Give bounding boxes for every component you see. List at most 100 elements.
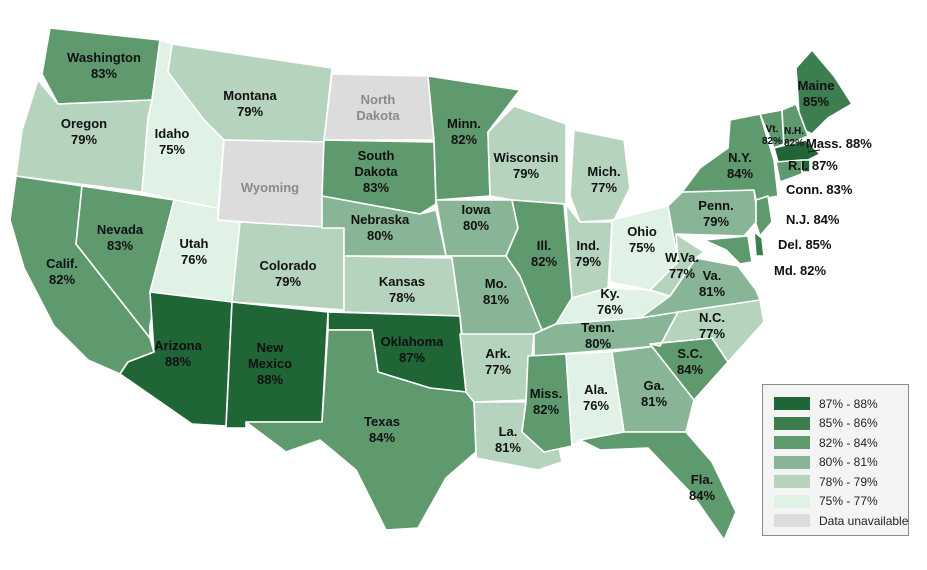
label-oregon-name: Oregon (61, 116, 107, 131)
label-new-hampshire-value: 82% (784, 138, 804, 149)
label-vermont-value: 82% (762, 136, 782, 147)
label-wisconsin-value: 79% (513, 166, 539, 181)
label-south-dakota-name-1: South (358, 148, 395, 163)
label-indiana-name: Ind. (576, 238, 599, 253)
label-arizona-name: Arizona (154, 338, 202, 353)
label-delaware: Del. 85% (778, 237, 832, 252)
legend-item: 87% - 88% (774, 394, 908, 414)
legend-label: Data unavailable (819, 513, 909, 528)
label-illinois-name: Ill. (537, 238, 551, 253)
label-new-hampshire-name: N.H. (784, 126, 804, 137)
legend-item: 75% - 77% (774, 492, 908, 512)
legend-label: 75% - 77% (819, 494, 878, 509)
label-west-virginia-name: W.Va. (665, 250, 699, 265)
state-delaware (753, 231, 765, 257)
label-new-mexico-value: 88% (257, 372, 283, 387)
label-idaho-name: Idaho (155, 126, 190, 141)
state-maryland (703, 235, 753, 265)
legend-swatch (774, 436, 810, 450)
state-connecticut (775, 159, 803, 183)
label-montana-name: Montana (223, 88, 277, 103)
label-tennessee-name: Tenn. (581, 320, 615, 335)
label-washington-value: 83% (91, 66, 117, 81)
state-new-york (681, 113, 779, 201)
label-oklahoma-name: Oklahoma (381, 334, 445, 349)
state-nevada (75, 185, 175, 339)
label-louisiana-name: La. (499, 424, 518, 439)
label-oregon-value: 79% (71, 132, 97, 147)
label-north-carolina-value: 77% (699, 326, 725, 341)
legend-swatch (774, 397, 810, 411)
label-ohio-value: 75% (629, 240, 655, 255)
label-maine-value: 85% (803, 94, 829, 109)
label-nebraska-value: 80% (367, 228, 393, 243)
label-nevada-value: 83% (107, 238, 133, 253)
legend: 87% - 88% 85% - 86% 82% - 84% 80% - 81% 78% … (762, 384, 909, 536)
label-utah-value: 76% (181, 252, 207, 267)
label-florida-name: Fla. (691, 472, 713, 487)
state-new-hampshire (781, 103, 809, 147)
legend-item: 85% - 86% (774, 414, 908, 434)
label-mississippi-name: Miss. (530, 386, 563, 401)
label-kansas-name: Kansas (379, 274, 425, 289)
state-indiana (565, 203, 613, 299)
label-arkansas-name: Ark. (485, 346, 510, 361)
legend-swatch (774, 514, 810, 528)
label-north-carolina-name: N.C. (699, 310, 725, 325)
legend-label: 78% - 79% (819, 474, 878, 489)
label-missouri-name: Mo. (485, 276, 507, 291)
label-pennsylvania-name: Penn. (698, 198, 733, 213)
label-virginia-name: Va. (703, 268, 722, 283)
legend-item: 82% - 84% (774, 433, 908, 453)
label-nebraska-name: Nebraska (351, 212, 410, 227)
legend-swatch (774, 455, 810, 469)
legend-label: 80% - 81% (819, 455, 878, 470)
label-minnesota-value: 82% (451, 132, 477, 147)
label-virginia-value: 81% (699, 284, 725, 299)
state-south-dakota (321, 139, 437, 215)
label-iowa-value: 80% (463, 218, 489, 233)
label-washington-name: Washington (67, 50, 141, 65)
label-maryland: Md. 82% (774, 263, 826, 278)
state-nebraska (321, 195, 447, 257)
label-idaho-value: 75% (159, 142, 185, 157)
label-oklahoma-value: 87% (399, 350, 425, 365)
legend-swatch (774, 494, 810, 508)
state-north-dakota (323, 73, 435, 141)
legend-item: 78% - 79% (774, 472, 908, 492)
label-new-york-name: N.Y. (728, 150, 752, 165)
label-alabama-value: 76% (583, 398, 609, 413)
label-texas-name: Texas (364, 414, 400, 429)
label-maine-name: Maine (798, 78, 835, 93)
label-kentucky-value: 76% (597, 302, 623, 317)
label-minnesota-name: Minn. (447, 116, 481, 131)
label-wisconsin-name: Wisconsin (494, 150, 559, 165)
label-kentucky-name: Ky. (600, 286, 619, 301)
state-georgia (611, 345, 695, 433)
label-texas-value: 84% (369, 430, 395, 445)
label-new-mexico-name-2: Mexico (248, 356, 292, 371)
state-massachusetts (773, 139, 821, 163)
label-wyoming-name: Wyoming (241, 180, 299, 195)
legend-label: 85% - 86% (819, 416, 878, 431)
label-iowa-name: Iowa (462, 202, 492, 217)
label-north-dakota-name-2: Dakota (356, 108, 400, 123)
label-pennsylvania-value: 79% (703, 214, 729, 229)
legend-label: 82% - 84% (819, 435, 878, 450)
label-georgia-name: Ga. (644, 378, 665, 393)
label-california-name: Calif. (46, 256, 78, 271)
label-new-mexico-name-1: New (257, 340, 285, 355)
label-california-value: 82% (49, 272, 75, 287)
label-michigan-name: Mich. (587, 164, 620, 179)
label-colorado-name: Colorado (259, 258, 316, 273)
state-arkansas (459, 333, 535, 403)
legend-swatch (774, 416, 810, 430)
legend-item: Data unavailable (774, 511, 908, 531)
label-florida-value: 84% (689, 488, 715, 503)
state-texas (245, 329, 477, 531)
state-new-jersey (755, 195, 773, 237)
label-colorado-value: 79% (275, 274, 301, 289)
label-michigan-value: 77% (591, 180, 617, 195)
label-new-jersey: N.J. 84% (786, 212, 840, 227)
